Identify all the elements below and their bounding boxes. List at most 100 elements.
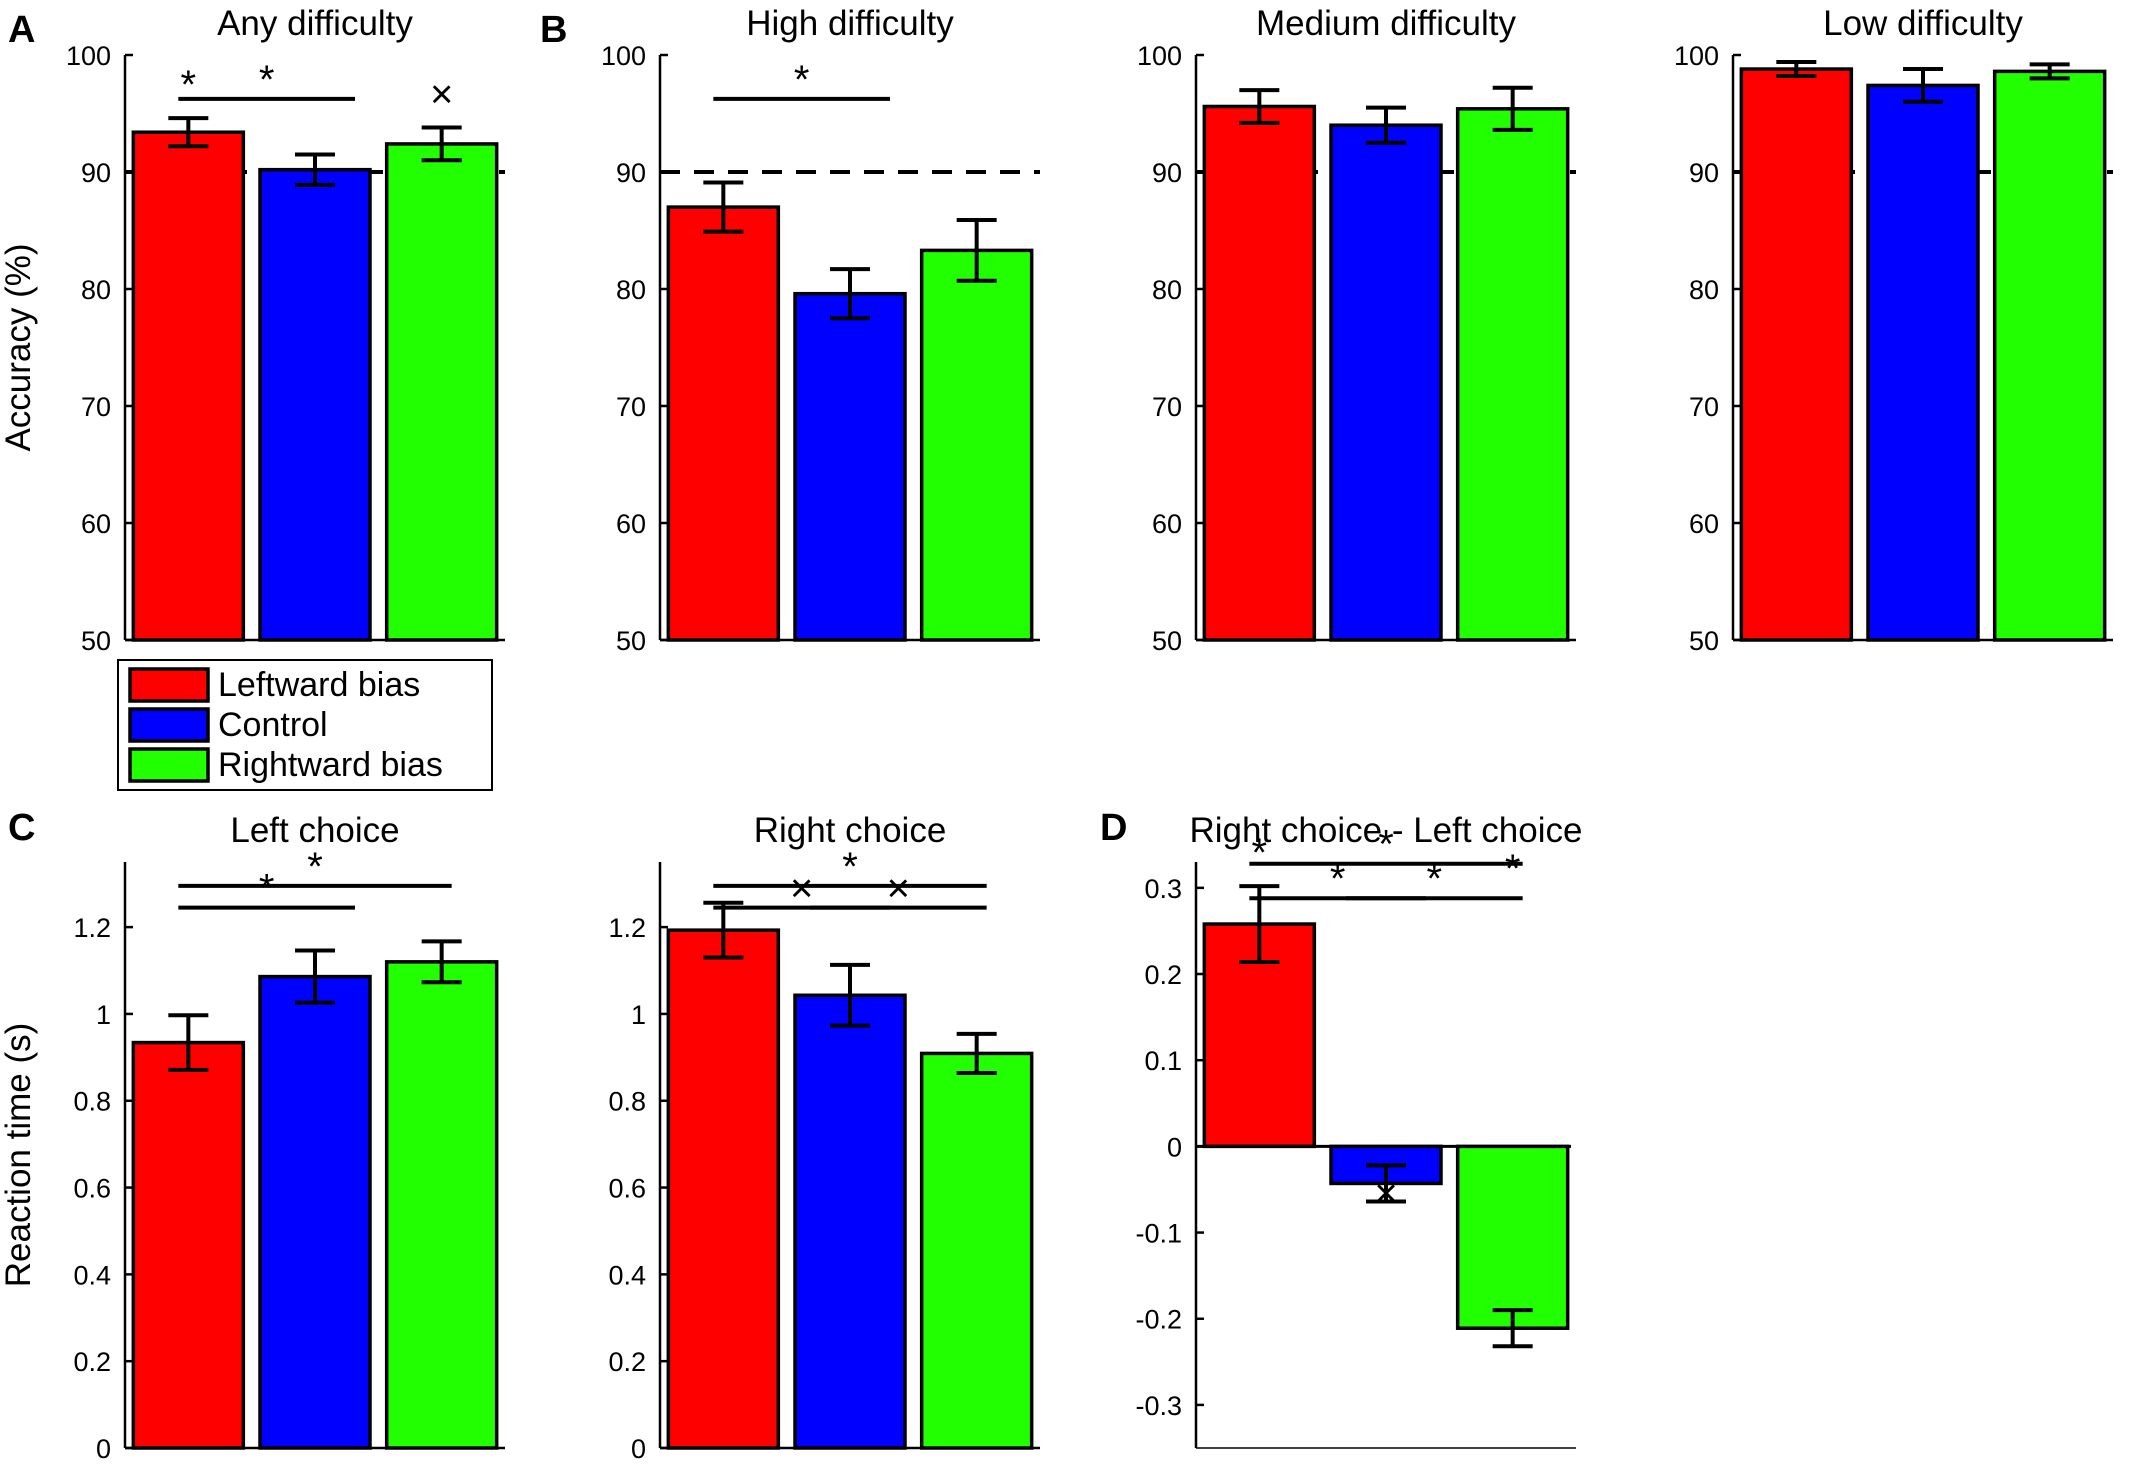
- y-tick-label: 100: [601, 41, 646, 71]
- y-tick-label: 50: [616, 626, 646, 656]
- y-tick-label: -0.1: [1135, 1219, 1182, 1249]
- chart-left-choice: Left choice Reaction time (s) 0 0.2 0.4 0.6 0.…: [0, 811, 505, 1464]
- y-tick-label: 0.6: [73, 1174, 111, 1204]
- panel-letter-d: D: [1100, 807, 1127, 849]
- chart-title: Right choice: [754, 811, 947, 850]
- panel-letter-a: A: [8, 9, 35, 51]
- significance-mark: ×: [1374, 1171, 1397, 1215]
- y-tick-label: 0: [96, 1434, 111, 1464]
- y-tick-label: -0.2: [1135, 1305, 1182, 1335]
- y-tick-label: 70: [616, 392, 646, 422]
- y-tick-label: 50: [1689, 626, 1719, 656]
- y-tick-label: 0.4: [608, 1260, 646, 1290]
- y-tick-label: 50: [1152, 626, 1182, 656]
- y-tick-label: 70: [1689, 392, 1719, 422]
- y-tick-label: 0.2: [1144, 960, 1182, 990]
- y-tick-label: 60: [81, 509, 111, 539]
- bar-rightward: [384, 142, 499, 642]
- bar-leftward: [666, 205, 781, 642]
- y-tick-label: 80: [1689, 275, 1719, 305]
- bar-rightward: [1455, 107, 1570, 642]
- chart-title: Right choice - Left choice: [1190, 811, 1583, 850]
- significance-mark: *: [1505, 847, 1521, 891]
- significance-mark: *: [1427, 857, 1443, 901]
- significance-mark: *: [1330, 857, 1346, 901]
- y-tick-label: 70: [1152, 392, 1182, 422]
- y-tick-label: 90: [81, 158, 111, 188]
- y-axis-label: Accuracy (%): [0, 243, 38, 451]
- bar-leftward: [666, 928, 781, 1450]
- significance-mark: *: [842, 845, 858, 889]
- y-tick-label: 90: [616, 158, 646, 188]
- y-tick-label: 90: [1152, 158, 1182, 188]
- legend-swatch-leftward: [128, 667, 210, 703]
- y-tick-label: 80: [1152, 275, 1182, 305]
- y-tick-label: 0.6: [608, 1174, 646, 1204]
- legend: Leftward bias Control Rightward bias: [117, 659, 493, 791]
- bar-control: [258, 974, 372, 1450]
- y-tick-label: 0.4: [73, 1260, 111, 1290]
- bar-rightward: [919, 248, 1034, 642]
- y-tick-label: 80: [81, 275, 111, 305]
- legend-label-rightward: Rightward bias: [218, 746, 443, 784]
- bar-control: [793, 291, 907, 642]
- chart-title: High difficulty: [746, 4, 954, 43]
- y-tick-label: 100: [66, 41, 111, 71]
- legend-label-leftward: Leftward bias: [218, 666, 420, 704]
- y-tick-label: 90: [1689, 158, 1719, 188]
- significance-mark: *: [794, 58, 810, 102]
- y-axis-label: Reaction time (s): [0, 1023, 38, 1288]
- y-tick-label: 0.2: [608, 1347, 646, 1377]
- y-tick-label: 1.2: [73, 913, 111, 943]
- significance-mark: *: [1252, 831, 1268, 875]
- bar-rightward: [384, 960, 499, 1450]
- y-tick-label: 0.2: [73, 1347, 111, 1377]
- chart-right-minus-left: Right choice - Left choice -0.3 -0.2 -0.1 0 0…: [1135, 811, 1583, 1449]
- chart-title: Low difficulty: [1823, 4, 2023, 43]
- panel-letter-b: B: [540, 9, 567, 51]
- panel-letter-c: C: [8, 807, 35, 849]
- y-tick-label: 70: [81, 392, 111, 422]
- chart-medium-difficulty: Medium difficulty 50 60 70 80 90 100: [1137, 4, 1576, 656]
- chart-high-difficulty: High difficulty 50 60 70 80 90 100 *: [601, 4, 1040, 656]
- y-tick-label: 60: [616, 509, 646, 539]
- bar-rightward: [1455, 1144, 1570, 1330]
- significance-mark: *: [1378, 823, 1394, 867]
- legend-swatch-rightward: [128, 747, 210, 783]
- bar-leftward: [1739, 67, 1854, 642]
- y-tick-label: 0.8: [608, 1087, 646, 1117]
- significance-mark: ×: [430, 73, 453, 117]
- y-tick-label: 60: [1152, 509, 1182, 539]
- significance-mark: *: [259, 58, 275, 102]
- y-tick-label: 80: [616, 275, 646, 305]
- legend-label-control: Control: [218, 706, 328, 744]
- significance-mark: *: [259, 867, 275, 911]
- bar-control: [1329, 123, 1443, 642]
- bar-control: [258, 167, 372, 642]
- y-tick-label: 1: [96, 1000, 111, 1030]
- y-tick-label: 60: [1689, 509, 1719, 539]
- y-tick-label: 0.3: [1144, 874, 1182, 904]
- y-tick-label: 100: [1137, 41, 1182, 71]
- significance-mark: ×: [887, 867, 910, 911]
- y-tick-label: 1: [631, 1000, 646, 1030]
- y-tick-label: -0.3: [1135, 1391, 1182, 1421]
- bar-rightward: [1992, 69, 2107, 642]
- significance-mark: ×: [790, 867, 813, 911]
- y-tick-label: 50: [81, 626, 111, 656]
- significance-mark: *: [307, 845, 323, 889]
- bar-leftward: [131, 1040, 246, 1450]
- y-tick-label: 1.2: [608, 913, 646, 943]
- significance-mark: *: [181, 63, 197, 107]
- chart-title: Medium difficulty: [1256, 4, 1517, 43]
- bar-control: [793, 993, 907, 1450]
- y-tick-label: 0.1: [1144, 1046, 1182, 1076]
- chart-right-choice: Right choice 0 0.2 0.4 0.6 0.8 1 1.2 × × *: [608, 811, 1040, 1464]
- y-tick-label: 0: [631, 1434, 646, 1464]
- bar-control: [1866, 83, 1980, 642]
- y-tick-label: 100: [1674, 41, 1719, 71]
- bar-leftward: [131, 130, 246, 642]
- legend-swatch-control: [128, 707, 210, 743]
- chart-any-difficulty: Any difficulty Accuracy (%) 50 60 70 80 90 100 *…: [0, 4, 505, 656]
